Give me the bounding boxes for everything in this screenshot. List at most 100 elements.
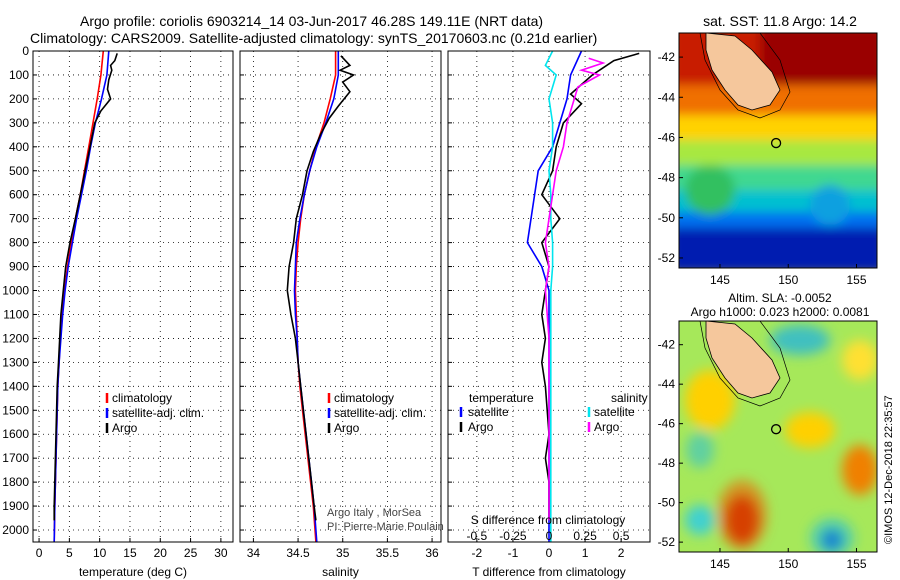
y-tick-label: 2000 bbox=[2, 523, 29, 537]
x-tick-label: 35.5 bbox=[376, 546, 400, 560]
plot-frame bbox=[32, 50, 234, 543]
legend-label: satellite-adj. clim. bbox=[334, 406, 426, 420]
x-tick-label: 20 bbox=[154, 546, 168, 560]
sla-map-title-line2: Argo h1000: 0.023 h2000: 0.0081 bbox=[691, 305, 870, 319]
series-line-s-satellite bbox=[544, 50, 558, 542]
legend-label: Argo bbox=[334, 421, 360, 435]
figure-title-line1: Argo profile: coriolis 6903214_14 03-Jun… bbox=[80, 13, 543, 29]
x-tick-label: 0 bbox=[36, 546, 43, 560]
imos-watermark: ©IMOS 12-Dec-2018 22:35:57 bbox=[883, 395, 895, 544]
x-tick-label: 36 bbox=[425, 546, 439, 560]
sst-map-title: sat. SST: 11.8 Argo: 14.2 bbox=[703, 13, 857, 29]
y-tick-label: 500 bbox=[9, 164, 29, 178]
y-tick-label: 1600 bbox=[2, 427, 29, 441]
x-tick-label: 35 bbox=[336, 546, 350, 560]
x-axis-label: salinity bbox=[322, 565, 359, 579]
x-tick-label: 10 bbox=[93, 546, 107, 560]
x-tick-label: 155 bbox=[847, 273, 867, 287]
series-line-s-argo bbox=[544, 57, 606, 521]
figure-title-line2: Climatology: CARS2009. Satellite-adjuste… bbox=[30, 30, 597, 46]
y-tick-label: -46 bbox=[658, 130, 676, 144]
plot-area bbox=[33, 51, 233, 542]
y-tick-label: 0 bbox=[22, 44, 29, 58]
x-tick-label: 25 bbox=[184, 546, 198, 560]
plot-frame bbox=[447, 50, 651, 543]
legend-label: climatology bbox=[334, 391, 394, 405]
sla-map-axes: 145 150 155 -42 -44 -46 -48 -50 -52 bbox=[658, 338, 867, 571]
sla-map-frame bbox=[678, 320, 878, 553]
sst-map-axes: 145 150 155 -42 -44 -46 -48 -50 -52 bbox=[658, 50, 867, 287]
y-tick-label: -50 bbox=[658, 211, 676, 225]
tasmania-landmass bbox=[705, 321, 781, 399]
argo-position-marker bbox=[770, 137, 782, 149]
y-tick-label: -50 bbox=[658, 496, 676, 510]
y-tick-label: 1300 bbox=[2, 355, 29, 369]
y-tick-label: 800 bbox=[9, 236, 29, 250]
y-tick-label: 700 bbox=[9, 212, 29, 226]
plot-area bbox=[240, 51, 441, 542]
y-tick-label: -44 bbox=[658, 377, 676, 391]
legend-label: Argo bbox=[468, 420, 494, 434]
argo-position-marker bbox=[770, 424, 782, 435]
x-axis-label: T difference from climatology bbox=[472, 565, 626, 579]
y-tick-label: -52 bbox=[658, 251, 676, 265]
s-tick-label: -0.25 bbox=[499, 529, 527, 543]
y-tick-label: 400 bbox=[9, 140, 29, 154]
x-axis-label: temperature (deg C) bbox=[79, 565, 187, 579]
series-line-climatology bbox=[294, 51, 337, 543]
series-line-argo bbox=[53, 53, 118, 521]
x-tick-label: -1 bbox=[508, 546, 519, 560]
sst-map: 145 150 155 -42 -44 -46 -48 -50 -52 bbox=[658, 32, 878, 287]
legend-label: Argo bbox=[594, 420, 620, 434]
y-tick-label: 100 bbox=[9, 68, 29, 82]
y-tick-label: 300 bbox=[9, 116, 29, 130]
legend-title-salinity: salinity bbox=[611, 391, 648, 405]
x-axis-label-salinity: S difference from climatology bbox=[471, 513, 626, 527]
y-tick-label: 200 bbox=[9, 92, 29, 106]
legend-label: satellite bbox=[468, 405, 509, 419]
x-tick-label: 15 bbox=[123, 546, 137, 560]
series-line-argo bbox=[286, 55, 356, 521]
s-tick-label: 0 bbox=[546, 529, 553, 543]
y-tick-label: -42 bbox=[658, 50, 676, 64]
bathymetry-contour bbox=[699, 33, 791, 119]
x-tick-label: 34 bbox=[247, 546, 261, 560]
temperature-panel: 0 5 10 15 20 25 300100200300400500600700800900… bbox=[2, 44, 234, 579]
y-tick-label: 1700 bbox=[2, 451, 29, 465]
x-tick-label: 150 bbox=[778, 273, 798, 287]
legend-label: satellite-adj. clim. bbox=[112, 406, 204, 420]
series-line-t-argo bbox=[540, 52, 640, 521]
y-tick-label: -44 bbox=[658, 90, 676, 104]
x-tick-label: 1 bbox=[582, 546, 589, 560]
y-tick-label: -48 bbox=[658, 456, 676, 470]
y-tick-label: 600 bbox=[9, 188, 29, 202]
s-tick-label: 0.25 bbox=[573, 529, 597, 543]
x-tick-label: 30 bbox=[214, 546, 228, 560]
x-tick-label: 2 bbox=[618, 546, 625, 560]
tasmania-landmass bbox=[705, 33, 781, 111]
plot-frame bbox=[239, 50, 442, 543]
x-tick-label: -2 bbox=[472, 546, 483, 560]
s-tick-label: 0.5 bbox=[613, 529, 630, 543]
y-tick-label: -46 bbox=[658, 417, 676, 431]
x-tick-label: 155 bbox=[847, 557, 867, 571]
x-tick-label: 145 bbox=[710, 557, 730, 571]
sst-field bbox=[679, 33, 877, 268]
y-tick-label: 1900 bbox=[2, 499, 29, 513]
s-tick-label: -0.5 bbox=[467, 529, 488, 543]
y-tick-label: -48 bbox=[658, 171, 676, 185]
bathymetry-contour bbox=[699, 321, 791, 407]
legend-title-temperature: temperature bbox=[469, 391, 534, 405]
y-tick-label: 1000 bbox=[2, 284, 29, 298]
legend-label: Argo bbox=[112, 421, 138, 435]
y-tick-label: -42 bbox=[658, 338, 676, 352]
sla-map: 145 150 155 -42 -44 -46 -48 -50 -52 bbox=[658, 320, 878, 571]
x-tick-label: 145 bbox=[710, 273, 730, 287]
x-tick-label: 5 bbox=[66, 546, 73, 560]
y-tick-label: 1400 bbox=[2, 379, 29, 393]
difference-panel: -2 -1 0 1 2 T difference from climatology S di… bbox=[447, 50, 651, 579]
legend-label: climatology bbox=[112, 391, 172, 405]
y-tick-label: 1200 bbox=[2, 331, 29, 345]
credit-line2: PI: Pierre-Marie Poulain bbox=[327, 521, 444, 533]
